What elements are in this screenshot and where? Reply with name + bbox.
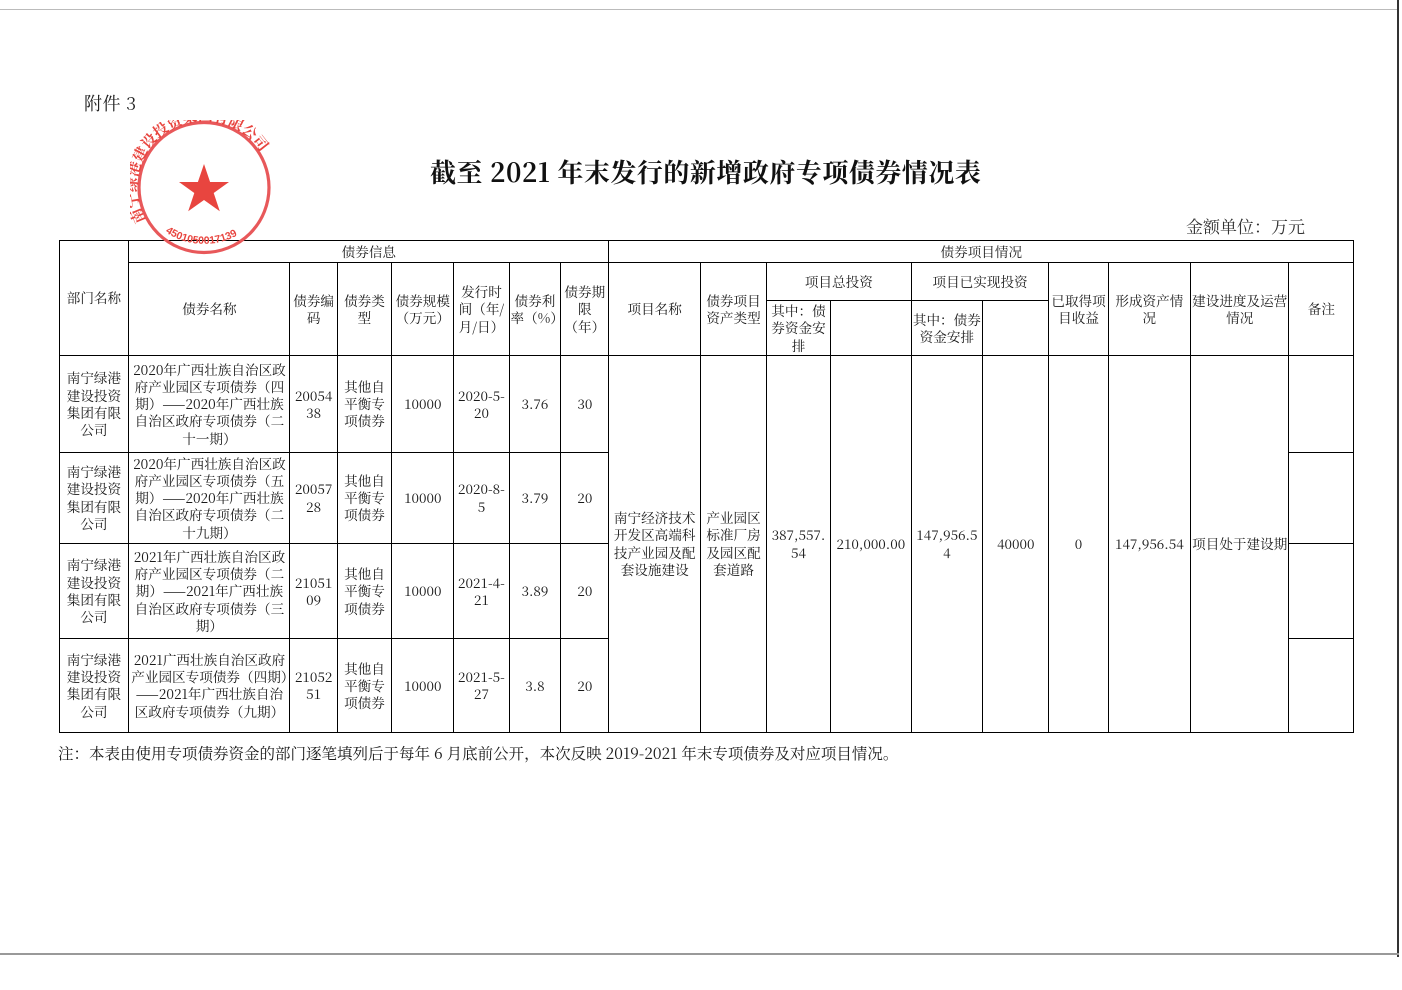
svg-text:4501050017139: 4501050017139 <box>164 224 239 246</box>
